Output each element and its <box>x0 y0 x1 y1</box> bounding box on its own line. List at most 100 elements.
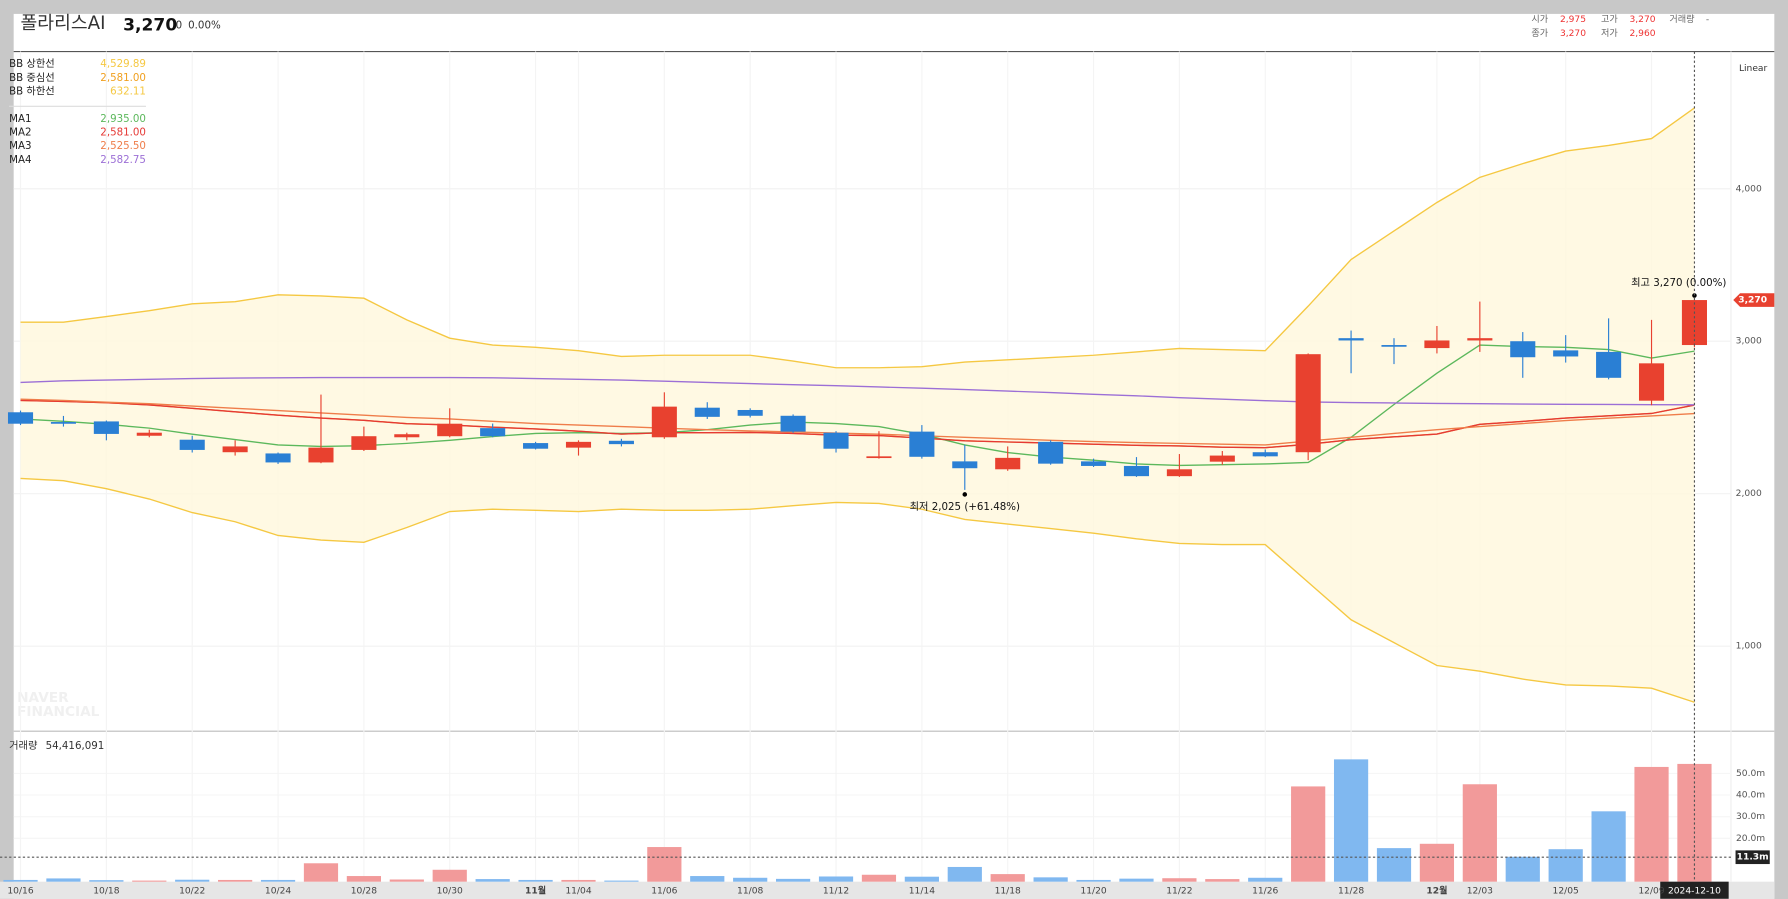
last-price-label: 3,270 <box>1738 296 1767 306</box>
volume-tick-label: 40.0m <box>1736 791 1765 801</box>
volume-bar <box>647 847 682 882</box>
legend-value: 2,525.50 <box>100 140 146 152</box>
candle-body <box>1381 345 1407 347</box>
volume-bar <box>346 876 381 882</box>
candle-body <box>437 423 463 437</box>
candle-body <box>1467 338 1493 341</box>
stat-value: - <box>1706 15 1709 25</box>
volume-bar <box>475 879 510 882</box>
candle-body <box>308 447 334 463</box>
candle-body <box>1252 452 1278 457</box>
candle-body <box>179 439 205 450</box>
y-tick-label: 2,000 <box>1736 489 1762 499</box>
candle-body <box>1553 350 1579 357</box>
candle-body <box>608 440 634 445</box>
x-tick-label: 11/14 <box>909 886 935 896</box>
legend-name: MA4 <box>9 154 31 166</box>
legend-value: 632.11 <box>110 85 146 97</box>
candle-body <box>222 446 248 453</box>
candle-body <box>523 443 549 449</box>
legend-name: MA3 <box>9 140 31 152</box>
stat-label: 거래량 <box>1669 13 1695 25</box>
x-tick-label: 11/20 <box>1080 886 1106 896</box>
candle-body <box>50 422 76 424</box>
crosshair-value-bg <box>1735 850 1770 865</box>
volume-bar <box>1162 878 1197 882</box>
volume-bar <box>1548 849 1583 882</box>
volume-bar <box>904 876 939 882</box>
crosshair-date-bg <box>1660 881 1729 899</box>
volume-bar <box>1376 848 1412 882</box>
legend-value: 2,581.00 <box>100 126 146 138</box>
indicator-line <box>20 398 1695 446</box>
volume-bar <box>733 877 768 882</box>
volume-bar <box>432 869 467 882</box>
volume-bar <box>518 879 553 882</box>
volume-tick-label: 50.0m <box>1736 769 1765 779</box>
candle-body <box>1295 354 1321 453</box>
legend-value: 2,581.00 <box>100 72 146 84</box>
volume-bar <box>1419 843 1455 882</box>
volume-bar <box>132 880 167 882</box>
x-tick-label: 11/04 <box>565 886 591 896</box>
x-tick-label: 10/30 <box>437 886 463 896</box>
volume-tick-label: 30.0m <box>1736 812 1765 822</box>
candle-body <box>995 457 1021 470</box>
candle-body <box>1038 441 1064 464</box>
indicator-line <box>20 477 1695 703</box>
x-tick-label: 12월 <box>1426 884 1447 896</box>
volume-bar <box>218 879 253 882</box>
volume-bar <box>1248 877 1283 882</box>
volume-bar <box>561 879 596 882</box>
legend-name: BB 중심선 <box>9 72 55 84</box>
x-tick-label: 10/24 <box>265 886 291 896</box>
price-change: 0 <box>176 19 183 31</box>
candle-body <box>1596 351 1622 378</box>
scale-mode[interactable]: Linear <box>1739 64 1768 74</box>
stat-label: 시가 <box>1531 14 1548 25</box>
candle-body <box>866 456 892 459</box>
candle-body <box>823 432 849 449</box>
candle-body <box>1338 338 1364 341</box>
volume-title: 거래량 <box>9 740 38 752</box>
volume-bar <box>1291 786 1326 882</box>
candle-body <box>480 428 506 437</box>
indicator-line <box>20 344 1695 467</box>
stat-value: 3,270 <box>1629 15 1655 25</box>
legend-name: MA1 <box>9 113 31 125</box>
candle-body <box>1638 363 1665 401</box>
volume-bar <box>46 878 81 882</box>
stock-name: 폴라리스AI <box>21 13 106 34</box>
volume-bar <box>690 876 725 882</box>
volume-bar <box>175 879 210 882</box>
candle-body <box>1510 341 1536 358</box>
last-price-tag <box>1733 293 1775 307</box>
candle-body <box>351 436 377 450</box>
candle-body <box>780 415 806 432</box>
x-tick-label: 10/18 <box>93 886 119 896</box>
volume-bar <box>1634 766 1669 882</box>
candle-body <box>7 412 34 424</box>
watermark-text: NAVER <box>17 690 69 706</box>
plot <box>3 107 1712 882</box>
candle-body <box>136 432 162 436</box>
stat-value: 2,960 <box>1629 29 1655 39</box>
x-tick-label: 12/03 <box>1467 886 1493 896</box>
candle-body <box>565 441 592 448</box>
x-tick-label: 11/18 <box>995 886 1021 896</box>
volume-bar <box>1076 879 1111 882</box>
volume-bar <box>1333 759 1369 882</box>
crosshair-date: 2024-12-10 <box>1668 886 1721 896</box>
crosshair-value: 11.3m <box>1737 853 1769 863</box>
candle-body <box>1123 465 1150 477</box>
candle-body <box>737 409 763 416</box>
indicator-line <box>20 399 1695 449</box>
x-tick-label: 11/06 <box>651 886 677 896</box>
candle-body <box>909 431 935 457</box>
candle-body <box>1209 455 1235 462</box>
legend-value: 4,529.89 <box>100 58 146 70</box>
x-tick-label: 11월 <box>525 884 546 896</box>
x-tick-label: 12/09 <box>1638 886 1664 896</box>
volume-bar <box>990 874 1025 882</box>
